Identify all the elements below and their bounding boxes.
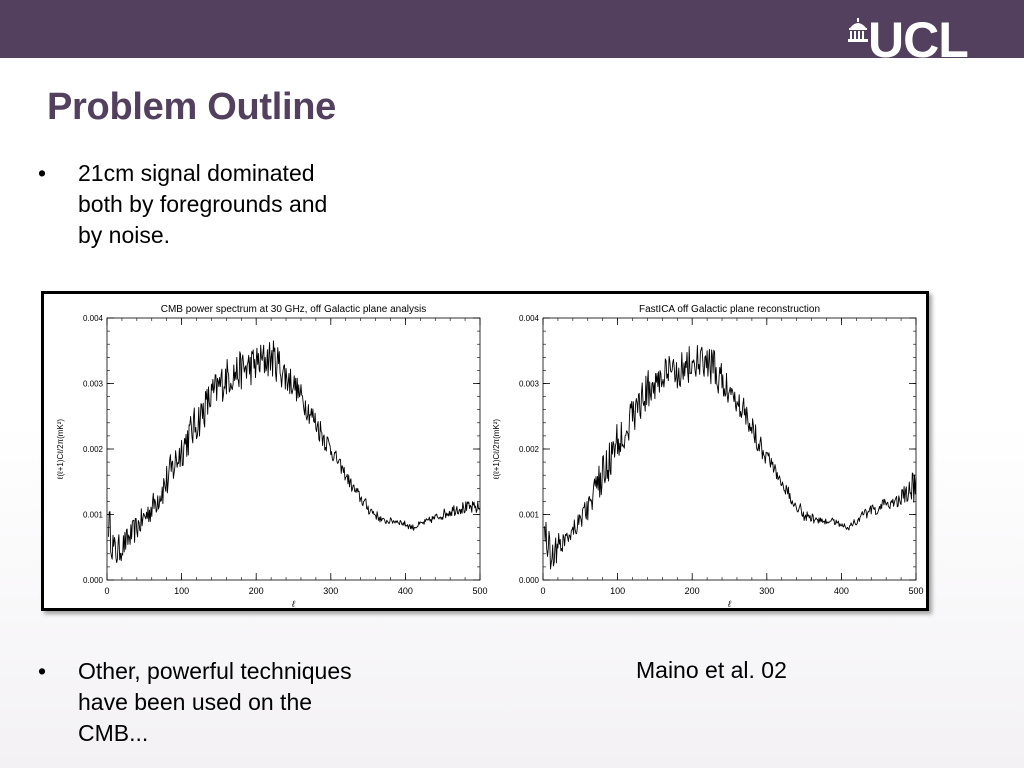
y-tick-label: 0.003 [83, 380, 104, 389]
x-tick-label: 200 [249, 586, 264, 596]
y-axis-label: ℓ(ℓ+1)Cℓ/2π(mK²) [492, 419, 501, 481]
y-tick-label: 0.002 [519, 445, 540, 454]
x-tick-label: 100 [610, 586, 625, 596]
x-tick-label: 400 [398, 586, 413, 596]
x-tick-label: 0 [540, 586, 545, 596]
bullet-marker: • [38, 160, 47, 186]
bullet-text: Other, powerful techniques have been use… [78, 658, 352, 746]
y-tick-label: 0.001 [519, 511, 540, 520]
bullet-item: • Other, powerful techniques have been u… [38, 656, 358, 749]
x-tick-label: 0 [104, 586, 109, 596]
x-axis-label: ℓ [291, 599, 295, 608]
x-axis-label: ℓ [727, 599, 731, 608]
bullet-item: • 21cm signal dominated both by foregrou… [38, 158, 358, 251]
spectrum-figure: CMB power spectrum at 30 GHz, off Galact… [41, 291, 929, 611]
y-tick-label: 0.000 [519, 576, 540, 585]
x-tick-label: 400 [834, 586, 849, 596]
figure-canvas: CMB power spectrum at 30 GHz, off Galact… [56, 304, 924, 608]
y-tick-label: 0.000 [83, 576, 104, 585]
y-tick-label: 0.001 [83, 511, 104, 520]
bullet-list-top: • 21cm signal dominated both by foregrou… [38, 158, 358, 251]
series-line [108, 340, 481, 564]
y-tick-label: 0.003 [519, 380, 540, 389]
plot-frame [106, 317, 481, 581]
logo-text: UCL [868, 14, 968, 58]
series-line [544, 345, 917, 570]
bullet-text: 21cm signal dominated both by foreground… [78, 160, 328, 248]
bullet-list-bottom: • Other, powerful techniques have been u… [38, 656, 358, 749]
ucl-logo: UCL [848, 14, 969, 58]
y-tick-label: 0.004 [83, 314, 104, 323]
chart-title: FastICA off Galactic plane reconstructio… [639, 304, 820, 315]
x-tick-label: 500 [908, 586, 923, 596]
y-tick-label: 0.002 [83, 445, 104, 454]
slide-title: Problem Outline [47, 86, 336, 128]
chart-title: CMB power spectrum at 30 GHz, off Galact… [161, 304, 426, 315]
x-tick-label: 500 [472, 586, 487, 596]
x-tick-label: 300 [323, 586, 338, 596]
citation: Maino et al. 02 [636, 657, 787, 683]
x-tick-label: 200 [685, 586, 700, 596]
y-tick-label: 0.004 [519, 314, 540, 323]
bullet-marker: • [38, 658, 47, 684]
portico-dome-icon [848, 18, 868, 42]
x-tick-label: 100 [174, 586, 189, 596]
plot-frame [542, 317, 917, 581]
y-axis-label: ℓ(ℓ+1)Cℓ/2π(mK²) [56, 419, 65, 481]
x-tick-label: 300 [759, 586, 774, 596]
